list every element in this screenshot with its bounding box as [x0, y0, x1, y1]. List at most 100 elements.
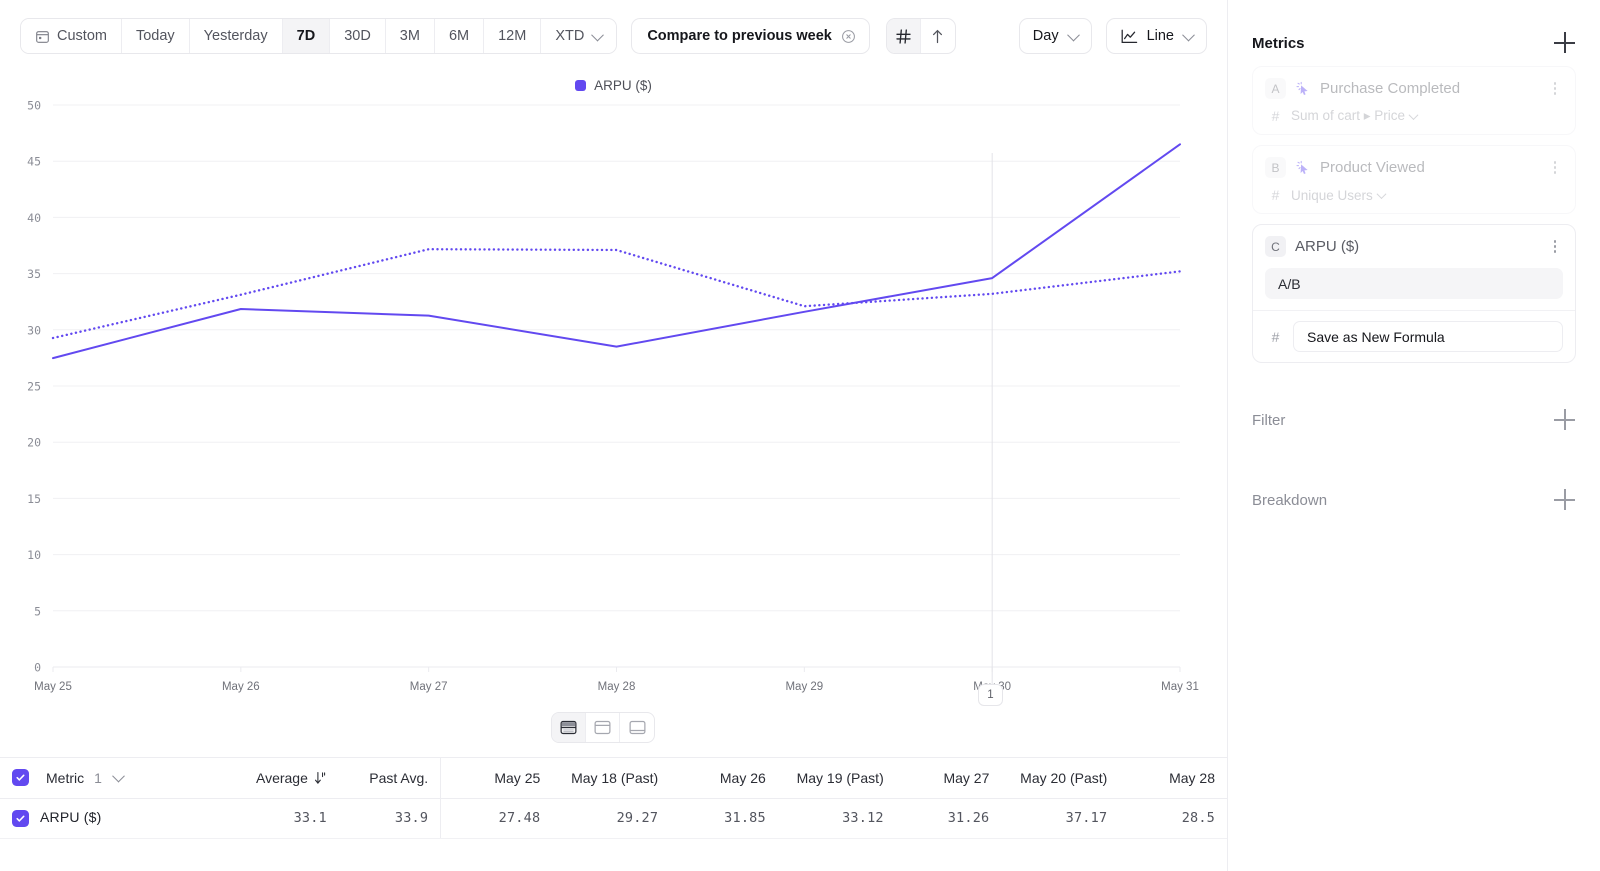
table-header-cell[interactable]: May 19 (Past) — [777, 758, 896, 799]
date-range-label: 3M — [399, 28, 420, 44]
date-range-3m[interactable]: 3M — [385, 19, 435, 53]
date-range-12m[interactable]: 12M — [484, 19, 542, 53]
layout-toggle-group — [551, 712, 655, 743]
layout-split-button[interactable] — [552, 713, 586, 742]
metric-count: 1 — [94, 769, 102, 786]
table-header-cell[interactable]: May 18 (Past) — [552, 758, 671, 799]
layout-table-only-icon — [629, 720, 645, 735]
y-axis-tick-label: 45 — [27, 155, 41, 169]
add-breakdown-button[interactable] — [1554, 489, 1576, 511]
date-range-custom[interactable]: Custom — [21, 19, 122, 53]
compare-chip-label: Compare to previous week — [647, 28, 832, 44]
table-header-cell[interactable]: Metric 1 — [0, 758, 232, 799]
y-axis-tick-label: 15 — [27, 492, 41, 506]
table-row[interactable]: ARPU ($) 33.1 33.9 27.48 29.27 31.85 33.12 31.2… — [0, 798, 1227, 839]
table-body: ARPU ($) 33.1 33.9 27.48 29.27 31.85 33.12 31.2… — [0, 798, 1227, 839]
table-header-cell[interactable]: May 28 — [1119, 758, 1227, 799]
right-config-sidebar: Metrics A Purchase Completed # Sum of cart … — [1227, 0, 1600, 871]
formula-input[interactable]: A/B — [1265, 268, 1563, 299]
metrics-table: Metric 1 Average Past Avg. May 25 May 18 (Pas… — [0, 758, 1227, 839]
more-vertical-icon[interactable] — [1547, 239, 1563, 255]
row-checkbox[interactable] — [12, 809, 29, 827]
export-button[interactable] — [921, 19, 955, 53]
cursor-click-icon — [1296, 160, 1308, 174]
metric-badge: C — [1265, 236, 1286, 257]
metric-card[interactable]: B Product Viewed # Unique Users — [1252, 145, 1576, 214]
grid-icon — [896, 28, 911, 44]
table-cell-value: 29.27 — [552, 798, 671, 839]
breakdown-section-header: Breakdown — [1252, 477, 1576, 523]
hash-icon: # — [1271, 108, 1280, 124]
chart-type-dropdown[interactable]: Line — [1105, 18, 1207, 54]
sort-desc-icon[interactable] — [314, 771, 327, 785]
y-axis-tick-label: 5 — [34, 604, 41, 618]
table-header-cell[interactable]: Average — [231, 758, 339, 799]
hash-icon: # — [1271, 328, 1280, 345]
metric-card[interactable]: A Purchase Completed # Sum of cart ▸ Price — [1252, 66, 1576, 135]
metric-card-formula[interactable]: C ARPU ($) A/B # Save as New Formula — [1252, 224, 1576, 363]
select-all-checkbox[interactable] — [12, 769, 29, 787]
y-axis-tick-label: 50 — [27, 99, 41, 113]
date-range-label: Yesterday — [203, 28, 268, 44]
y-axis-tick-label: 20 — [27, 436, 41, 450]
filter-title: Filter — [1252, 411, 1286, 429]
row-metric-label: ARPU ($) — [40, 809, 102, 826]
metric-aggregation-dropdown[interactable]: Sum of cart ▸ Price — [1291, 108, 1419, 124]
add-filter-button[interactable] — [1554, 409, 1576, 431]
grid-toggle-button[interactable] — [886, 19, 921, 53]
calendar-icon — [36, 30, 49, 43]
chevron-down-icon — [1376, 188, 1387, 199]
add-metric-button[interactable] — [1554, 32, 1576, 54]
chevron-down-icon[interactable] — [112, 769, 125, 783]
table-header-cell[interactable]: May 25 — [440, 758, 553, 799]
date-range-label: 6M — [448, 28, 470, 44]
legend-color-swatch — [575, 80, 587, 91]
table-header-cell[interactable]: May 26 — [670, 758, 778, 799]
date-range-label: Custom — [57, 28, 107, 44]
divider — [1253, 310, 1575, 311]
more-vertical-icon[interactable] — [1547, 81, 1563, 97]
metric-name[interactable]: ARPU ($) — [1295, 238, 1360, 255]
series-line-current[interactable] — [52, 143, 1181, 360]
metric-aggregation-row: # Sum of cart ▸ Price — [1265, 108, 1563, 124]
layout-table-only-button[interactable] — [620, 713, 654, 742]
line-chart-icon — [1121, 29, 1137, 43]
metrics-table-container[interactable]: Metric 1 Average Past Avg. May 25 May 18 (Pas… — [0, 757, 1227, 871]
metric-name[interactable]: Product Viewed — [1320, 159, 1425, 176]
save-as-new-formula-input[interactable]: Save as New Formula — [1293, 321, 1563, 352]
breakdown-title: Breakdown — [1252, 491, 1328, 509]
y-axis-tick-label: 40 — [27, 211, 41, 225]
date-range-label: XTD — [555, 28, 585, 44]
series-line-past[interactable] — [51, 248, 1182, 340]
date-range-xtd[interactable]: XTD — [541, 19, 617, 53]
compare-to-previous-week-chip[interactable]: Compare to previous week — [631, 18, 870, 54]
table-header-cell[interactable]: May 20 (Past) — [1001, 758, 1120, 799]
date-range-yesterday[interactable]: Yesterday — [189, 19, 283, 53]
metric-card-header: C ARPU ($) — [1265, 236, 1563, 257]
table-header-label: May 28 — [1169, 769, 1215, 786]
date-range-today[interactable]: Today — [121, 19, 190, 53]
date-range-7d[interactable]: 7D — [282, 19, 331, 53]
granularity-dropdown[interactable]: Day — [1018, 18, 1092, 54]
more-vertical-icon[interactable] — [1547, 160, 1563, 176]
table-header-label: May 26 — [719, 769, 766, 786]
table-header-cell[interactable]: May 27 — [895, 758, 1002, 799]
table-cell-value: 33.12 — [777, 798, 896, 839]
table-header-cell[interactable]: Past Avg. — [338, 758, 441, 799]
layout-chart-only-button[interactable] — [586, 713, 620, 742]
table-header-label: Average — [255, 769, 308, 786]
date-range-30d[interactable]: 30D — [330, 19, 386, 53]
metric-name[interactable]: Purchase Completed — [1320, 80, 1461, 97]
y-axis-tick-label: 30 — [27, 323, 41, 337]
close-circle-icon[interactable] — [841, 29, 856, 44]
chevron-down-icon — [1408, 109, 1419, 120]
metric-badge: B — [1265, 157, 1286, 178]
hash-icon: # — [1271, 187, 1280, 203]
metric-aggregation-dropdown[interactable]: Unique Users — [1291, 188, 1387, 203]
line-chart-plot[interactable]: 0 5 10 15 20 25 30 35 40 45 50 May 25 May 26 May 27 Ma… — [0, 72, 1227, 706]
date-range-6m[interactable]: 6M — [434, 19, 485, 53]
annotation-marker-badge[interactable]: 1 — [978, 684, 1003, 706]
table-cell-value: 28.5 — [1119, 798, 1227, 839]
metric-card-header: A Purchase Completed — [1265, 78, 1563, 99]
date-range-segmented-control[interactable]: Custom Today Yesterday 7D 30D 3M 6M 12M XTD — [20, 18, 618, 54]
